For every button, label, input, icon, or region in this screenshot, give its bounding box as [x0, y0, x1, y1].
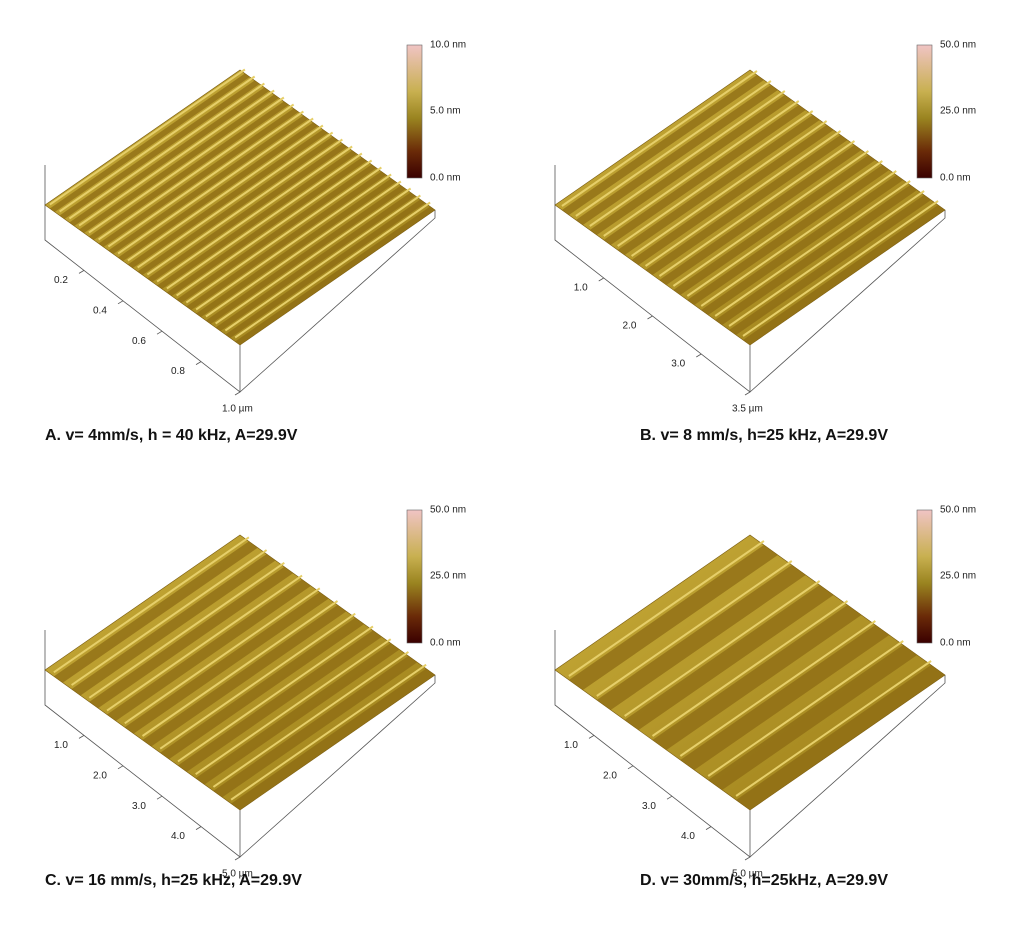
tick	[196, 362, 201, 365]
caption: C. v= 16 mm/s, h=25 kHz, A=29.9V	[45, 872, 302, 889]
tick	[696, 354, 701, 357]
colorbar-label: 0.0 nm	[940, 638, 971, 649]
axis-label: 0.8	[171, 366, 185, 377]
colorbar-label: 0.0 nm	[430, 638, 461, 649]
tick	[599, 278, 604, 281]
colorbar-label: 25.0 nm	[940, 106, 976, 117]
axis-label: 1.0	[574, 283, 588, 294]
afm-panel: 0.2 0.4 0.6 0.8 1.0 µm 10.0 nm 5.0 nm 0.0 nm	[45, 40, 466, 415]
tick	[118, 766, 123, 769]
colorbar-label: 5.0 nm	[430, 106, 461, 117]
figure: 0.2 0.4 0.6 0.8 1.0 µm 10.0 nm 5.0 nm 0.0 nm A. …	[0, 0, 1021, 930]
colorbar-label: 50.0 nm	[430, 505, 466, 516]
colorbar	[917, 45, 932, 178]
tick	[196, 827, 201, 830]
axis-label: 4.0	[171, 831, 185, 842]
axis-label: 0.6	[132, 336, 146, 347]
colorbar-label: 50.0 nm	[940, 505, 976, 516]
caption: B. v= 8 mm/s, h=25 kHz, A=29.9V	[640, 427, 888, 444]
colorbar-label: 25.0 nm	[430, 571, 466, 582]
tick	[157, 331, 162, 334]
tick	[157, 796, 162, 799]
afm-panel: 1.0 2.0 3.0 3.5 µm 50.0 nm 25.0 nm 0.0 nm	[555, 40, 976, 415]
colorbar-label: 25.0 nm	[940, 571, 976, 582]
axis-label: 2.0	[93, 770, 107, 781]
afm-panel: 1.02.03.04.05.0 µm50.0 nm25.0 nm0.0 nm	[45, 505, 466, 880]
colorbar-label: 50.0 nm	[940, 40, 976, 51]
tick	[235, 857, 240, 860]
axis-label: 2.0	[623, 321, 637, 332]
tick	[706, 827, 711, 830]
axis-label: 2.0	[603, 770, 617, 781]
axis-label: 4.0	[681, 831, 695, 842]
colorbar	[917, 510, 932, 643]
axis-label: 1.0 µm	[222, 404, 253, 415]
tick	[667, 796, 672, 799]
axis-label: 3.5 µm	[732, 404, 763, 415]
axis-label: 3.0	[642, 801, 656, 812]
colorbar	[407, 510, 422, 643]
tick	[79, 735, 84, 738]
axis-label: 0.4	[93, 305, 107, 316]
tick	[118, 301, 123, 304]
axis-label: 3.0	[671, 359, 685, 370]
tick	[235, 392, 240, 395]
caption: D. v= 30mm/s, h=25kHz, A=29.9V	[640, 872, 888, 889]
tick	[745, 857, 750, 860]
colorbar-label: 10.0 nm	[430, 40, 466, 51]
axis-label: 3.0	[132, 801, 146, 812]
colorbar-label: 0.0 nm	[430, 173, 461, 184]
colorbar-label: 0.0 nm	[940, 173, 971, 184]
caption: A. v= 4mm/s, h = 40 kHz, A=29.9V	[45, 427, 298, 444]
axis-label: 0.2	[54, 275, 68, 286]
tick	[589, 735, 594, 738]
colorbar	[407, 45, 422, 178]
axis-label: 1.0	[54, 740, 68, 751]
tick	[628, 766, 633, 769]
tick	[648, 316, 653, 319]
tick	[79, 270, 84, 273]
axis-label: 1.0	[564, 740, 578, 751]
tick	[745, 392, 750, 395]
